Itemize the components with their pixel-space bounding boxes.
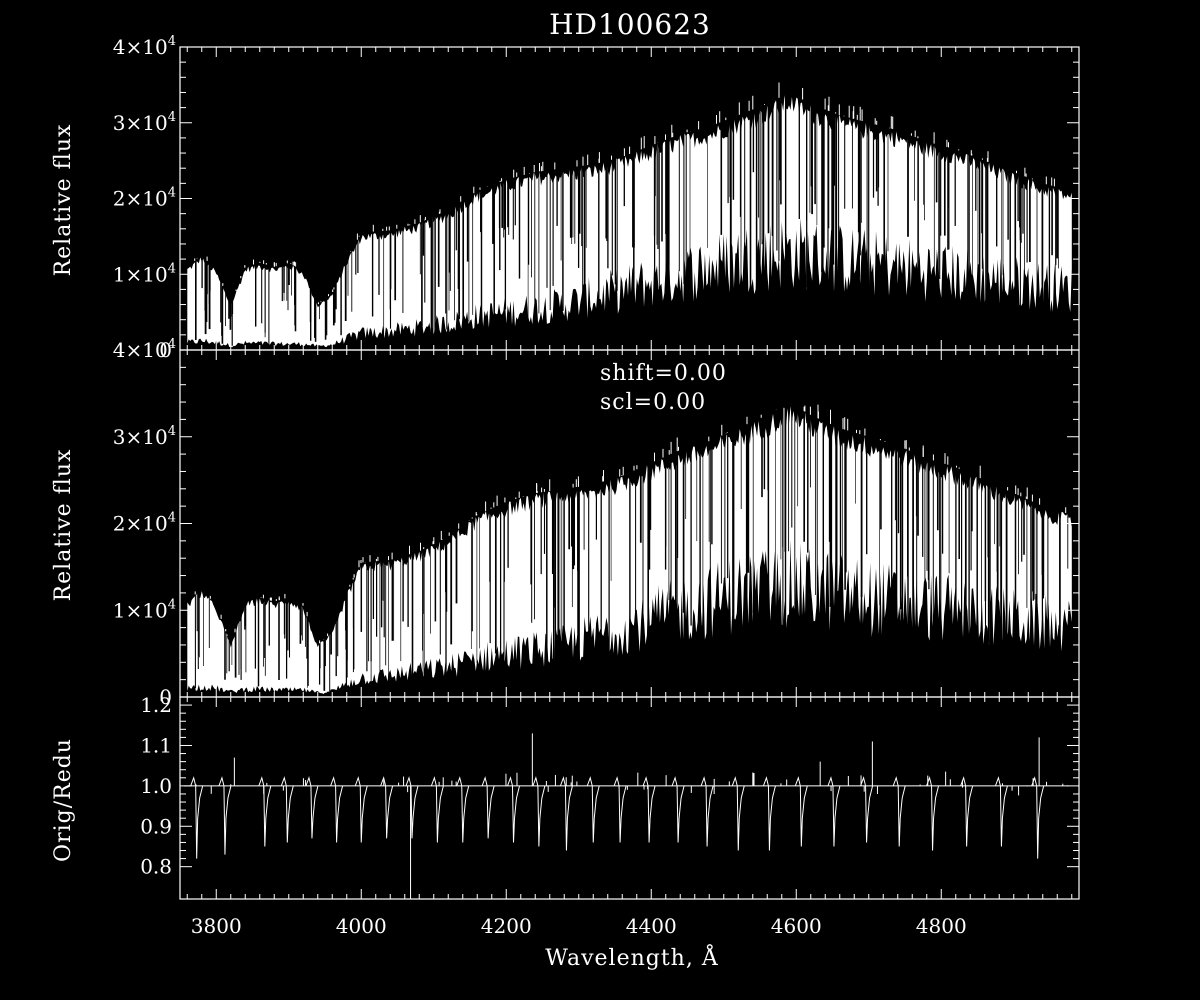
- shift-annotation: shift=0.00: [600, 361, 727, 386]
- ratio-dip: [827, 776, 841, 847]
- y-tick-label: 1.0: [140, 774, 172, 798]
- ratio-dip: [507, 776, 520, 843]
- x-tick-label: 4600: [771, 914, 822, 938]
- y-tick-label: 0.9: [140, 814, 172, 838]
- ratio-dip: [994, 776, 1008, 847]
- top-panel: 0 1×104 2×104 3×104 4×104 Relative flux: [51, 34, 1080, 362]
- y-tick-label: 4×104: [113, 337, 176, 362]
- absorption-lines: [194, 89, 1059, 346]
- chart-title: HD100623: [549, 8, 711, 41]
- y-tick-label: 3×104: [113, 110, 176, 135]
- scale-annotation: scl=0.00: [600, 390, 706, 415]
- ratio-dip: [218, 776, 232, 855]
- y-tick-label: 4×104: [113, 34, 176, 59]
- y-tick-label: 0.8: [140, 855, 172, 879]
- y-axis-label: Orig/Redu: [51, 738, 76, 862]
- ratio-dip: [481, 776, 495, 839]
- ratio-dip: [430, 776, 444, 843]
- ratio-dip: [731, 776, 745, 851]
- x-tick-label: 3800: [191, 914, 242, 938]
- spectrum-area: [187, 95, 1072, 348]
- spectrum-spikes: [194, 82, 1055, 305]
- x-tick-label: 4000: [336, 914, 387, 938]
- ratio-dip: [258, 776, 272, 847]
- ratio-dip: [354, 776, 368, 843]
- ratio-dip: [642, 776, 656, 843]
- ratio-dip: [700, 776, 714, 847]
- ratio-dip: [280, 776, 294, 843]
- spectrum-spikes: [194, 404, 1067, 644]
- ratio-dip: [380, 776, 394, 839]
- ratio-dip: [762, 776, 776, 851]
- ratio-dip: [892, 776, 906, 847]
- ratio-dip: [330, 776, 344, 843]
- ratio-dip: [671, 776, 685, 843]
- x-tick-label: 4800: [916, 914, 967, 938]
- ratio-dip: [405, 776, 419, 839]
- ratio-dip: [926, 776, 940, 851]
- y-axis-label: Relative flux: [51, 124, 76, 277]
- middle-panel: 0 1×104 2×104 3×104 4×104 Relative flux: [51, 337, 1080, 709]
- x-tick-label: 4400: [626, 914, 677, 938]
- y-tick-label: 1.1: [140, 733, 172, 757]
- plot-frame: [179, 696, 1080, 900]
- ratio-dip: [559, 776, 573, 851]
- y-tick-label: 1×104: [113, 597, 176, 622]
- ratio-dip: [532, 776, 546, 847]
- absorption-lines: [194, 396, 1069, 693]
- y-tick-label: 2×104: [113, 186, 176, 211]
- ratio-dip: [960, 776, 974, 847]
- y-tick-label: 0: [159, 685, 172, 709]
- y-axis-label: Relative flux: [51, 449, 76, 602]
- ratio-dip: [456, 776, 470, 843]
- ratio-dip: [190, 776, 204, 859]
- ratio-dip: [1031, 776, 1045, 859]
- y-tick-label: 2×104: [113, 511, 176, 536]
- ratio-dip: [305, 776, 319, 839]
- bottom-panel: 0.8 0.9 1.0 1.1 1.2 Orig/Redu 3800 4000 4200 4400…: [51, 693, 1080, 938]
- y-tick-label: 1.2: [140, 693, 172, 717]
- ratio-dip: [613, 776, 627, 843]
- x-tick-label: 4200: [481, 914, 532, 938]
- y-tick-label: 3×104: [113, 424, 176, 449]
- y-tick-label: 0: [159, 338, 172, 362]
- ratio-dip: [794, 776, 808, 847]
- x-axis-label: Wavelength, Å: [545, 943, 719, 971]
- y-tick-label: 1×104: [113, 261, 176, 286]
- ratio-dip: [586, 776, 600, 843]
- ratio-dip: [860, 776, 874, 843]
